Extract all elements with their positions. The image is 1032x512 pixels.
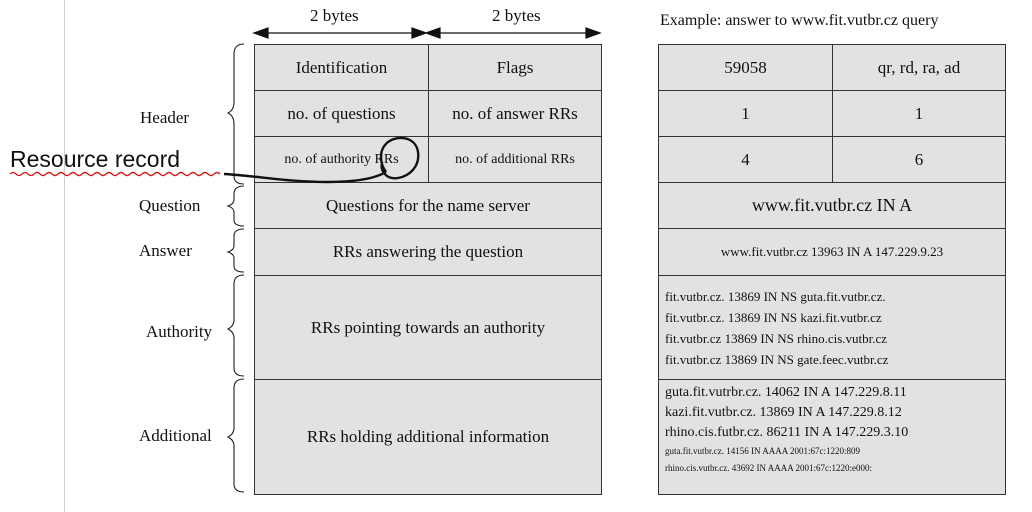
example-title: Example: answer to www.fit.vutbr.cz quer… xyxy=(660,12,939,29)
example-qdcount-value: 1 xyxy=(658,90,833,137)
section-label-additional: Additional xyxy=(139,426,212,445)
authority-record: fit.vutbr.cz. 13869 IN NS kazi.fit.vutbr… xyxy=(665,310,882,325)
spellcheck-squiggle xyxy=(9,171,221,177)
section-label-header: Header xyxy=(140,108,190,127)
example-authority-records: fit.vutbr.cz. 13869 IN NS guta.fit.vutbr… xyxy=(658,275,1006,380)
num-additional-rrs-field: no. of additional RRs xyxy=(428,136,602,183)
additional-record: guta.fit.vutrbr.cz. 14062 IN A 147.229.8… xyxy=(665,385,907,400)
example-flags-value: qr, rd, ra, ad xyxy=(832,44,1006,91)
additional-record: kazi.fit.vutbr.cz. 13869 IN A 147.229.8.… xyxy=(665,405,902,420)
num-questions-field: no. of questions xyxy=(254,90,429,137)
section-label-answer: Answer xyxy=(139,241,192,260)
example-arcount-value: 6 xyxy=(832,136,1006,183)
num-answer-rrs-field: no. of answer RRs xyxy=(428,90,602,137)
example-additional-records: guta.fit.vutrbr.cz. 14062 IN A 147.229.8… xyxy=(658,379,1006,495)
byte-label-left: 2 bytes xyxy=(310,6,359,25)
byte-width-arrows xyxy=(252,27,602,39)
example-question: www.fit.vutbr.cz IN A xyxy=(658,182,1006,229)
additional-record: guta.fit.vutbr.cz. 14156 IN AAAA 2001:67… xyxy=(665,446,860,456)
section-braces xyxy=(226,43,245,493)
byte-label-right: 2 bytes xyxy=(492,6,541,25)
authority-section: RRs pointing towards an authority xyxy=(254,275,602,380)
authority-record: fit.vutbr.cz. 13869 IN NS guta.fit.vutbr… xyxy=(665,289,886,304)
annotation-circle xyxy=(379,136,420,180)
example-id-value: 59058 xyxy=(658,44,833,91)
num-authority-rrs-field: no. of authority RRs xyxy=(254,136,429,183)
annotation-connector xyxy=(223,170,387,184)
additional-record: rhino.cis.vutbr.cz. 43692 IN AAAA 2001:6… xyxy=(665,463,872,473)
additional-section: RRs holding additional information xyxy=(254,379,602,495)
num-authority-prefix: no. of authority xyxy=(284,151,372,167)
answers-section: RRs answering the question xyxy=(254,228,602,276)
questions-section: Questions for the name server xyxy=(254,182,602,229)
example-ancount-value: 1 xyxy=(832,90,1006,137)
resource-record-annotation: Resource record xyxy=(10,146,181,172)
section-label-authority: Authority xyxy=(146,322,213,341)
authority-record: fit.vutbr.cz 13869 IN NS rhino.cis.vutbr… xyxy=(665,331,888,346)
example-answer: www.fit.vutbr.cz 13963 IN A 147.229.9.23 xyxy=(658,228,1006,276)
additional-record: rhino.cis.futbr.cz. 86211 IN A 147.229.3… xyxy=(665,425,909,440)
margin-line xyxy=(64,0,65,512)
example-nscount-value: 4 xyxy=(658,136,833,183)
annotation-ink xyxy=(9,136,420,184)
section-label-question: Question xyxy=(139,196,201,215)
authority-record: fit.vutbr.cz 13869 IN NS gate.feec.vutbr… xyxy=(665,352,889,367)
flags-field: Flags xyxy=(428,44,602,91)
identification-field: Identification xyxy=(254,44,429,91)
